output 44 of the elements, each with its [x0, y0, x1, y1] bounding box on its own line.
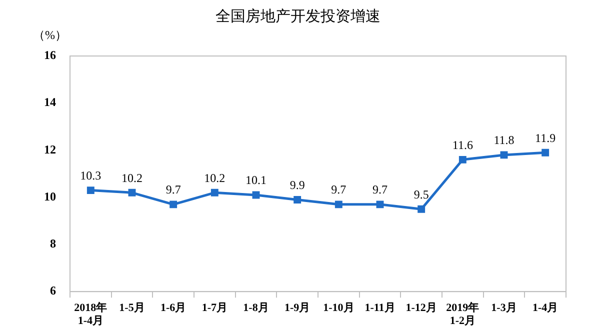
x-tick-label: 2019年 1-2月 [446, 301, 480, 328]
x-tick-label: 1-4月 [532, 302, 558, 314]
point [252, 191, 260, 199]
data-label: 9.9 [290, 178, 305, 192]
data-label: 9.7 [331, 182, 346, 197]
point [376, 200, 384, 208]
point [170, 200, 178, 208]
point [334, 200, 342, 208]
chart-title: 全国房地产开发投资增速 [216, 6, 380, 25]
point [210, 188, 218, 196]
x-tick-label: 1-6月 [160, 302, 186, 314]
data-label: 9.5 [414, 187, 429, 202]
x-tick-label: 1-8月 [243, 302, 269, 314]
point [458, 156, 466, 164]
data-label: 9.7 [166, 182, 181, 197]
y-axis-title: （%） [33, 28, 67, 42]
data-label: 10.3 [80, 168, 102, 182]
data-label: 9.7 [372, 182, 388, 197]
y-tick-label: 12 [44, 142, 56, 156]
data-label: 11.9 [535, 130, 556, 145]
y-tick-label: 14 [44, 95, 56, 110]
point [128, 188, 136, 196]
y-tick-label: 16 [44, 48, 56, 62]
x-tick-label: 1-11月 [364, 302, 396, 314]
x-tick-label: 2018年 1-4月 [74, 301, 108, 328]
y-tick-label: 6 [50, 284, 56, 298]
point [500, 151, 508, 159]
y-tick-label: 8 [50, 236, 56, 251]
point [542, 148, 550, 156]
data-label: 10.2 [122, 170, 142, 185]
point [294, 196, 302, 204]
point [86, 186, 94, 194]
data-label: 11.8 [494, 133, 514, 148]
x-tick-label: 1-12月 [406, 302, 437, 314]
x-tick-label: 1-9月 [284, 302, 310, 314]
x-tick-label: 1-3月 [491, 302, 517, 314]
data-label: 10.1 [246, 173, 266, 188]
y-tick-label: 10 [44, 189, 56, 204]
x-tick-label: 1-5月 [119, 302, 145, 314]
x-tick-label: 1-7月 [202, 302, 228, 314]
point [418, 205, 426, 213]
data-label: 11.6 [452, 138, 473, 152]
data-label: 10.2 [204, 170, 226, 185]
x-tick-label: 1-10月 [323, 302, 354, 314]
